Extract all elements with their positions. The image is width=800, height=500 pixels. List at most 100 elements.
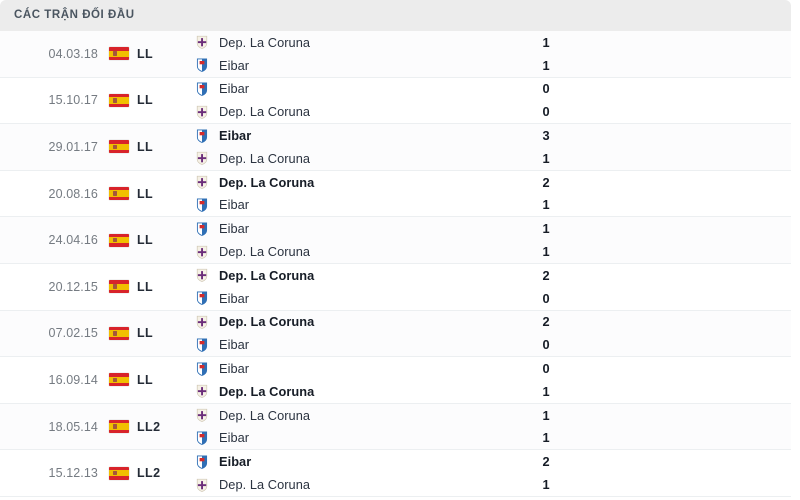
eibar-crest-icon [194,454,210,470]
match-row[interactable]: 20.12.15 LL Dep. La Coruna Eibar 2 0 [0,263,791,311]
league-cell[interactable]: LL [103,217,190,263]
match-row[interactable]: 29.01.17 LL Eibar Dep. La Coruna 3 1 [0,124,791,171]
team-line[interactable]: Dep. La Coruna [194,311,466,334]
match-row[interactable]: 15.12.13 LL2 Eibar Dep. La Coruna 2 1 [0,450,791,497]
match-date: 20.12.15 [48,279,98,294]
spain-flag-icon [109,140,129,154]
match-row[interactable]: 20.08.16 LL Dep. La Coruna Eibar 2 1 [0,170,791,218]
team-line[interactable]: Dep. La Coruna [194,31,466,54]
team-line[interactable]: Eibar [194,287,466,310]
team-line[interactable]: Dep. La Coruna [194,100,466,123]
score-line: 2 [466,171,626,194]
match-row[interactable]: 04.03.18 LL Dep. La Coruna Eibar 1 1 [0,31,791,78]
team-line[interactable]: Eibar [194,194,466,217]
match-row[interactable]: 07.02.15 LL Dep. La Coruna Eibar 2 0 [0,310,791,358]
team-name: Dep. La Coruna [219,407,311,423]
team-line[interactable]: Dep. La Coruna [194,404,466,427]
league-cell[interactable]: LL [103,311,190,357]
league-cell[interactable]: LL [103,78,190,124]
team-line[interactable]: Eibar [194,124,466,147]
team-line[interactable]: Eibar [194,78,466,101]
teams-cell: Dep. La Coruna Eibar [190,264,466,310]
eibar-crest-icon [194,361,210,377]
match-row[interactable]: 18.05.14 LL2 Dep. La Coruna Eibar 1 1 [0,403,791,451]
league-cell[interactable]: LL [103,124,190,170]
score-value: 1 [542,244,550,260]
score-line: 1 [466,473,626,496]
score-value: 0 [542,337,550,353]
team-line[interactable]: Eibar [194,54,466,77]
league-cell[interactable]: LL [103,264,190,310]
row-spacer [626,78,791,124]
eibar-crest-icon [194,81,210,97]
team-name: Dep. La Coruna [219,244,311,260]
row-spacer [626,31,791,77]
deportivo-la-coruna-crest-icon [194,267,210,283]
row-spacer [626,217,791,263]
spain-flag-icon [109,420,129,434]
page-title: CÁC TRẬN ĐỐI ĐẦU [14,8,135,21]
team-line[interactable]: Dep. La Coruna [194,240,466,263]
team-name: Dep. La Coruna [219,104,311,120]
team-name: Eibar [219,337,250,353]
deportivo-la-coruna-crest-icon [194,383,210,399]
team-line[interactable]: Eibar [194,450,466,473]
teams-cell: Dep. La Coruna Eibar [190,171,466,217]
league-cell[interactable]: LL [103,171,190,217]
score-line: 1 [466,240,626,263]
match-date-cell: 04.03.18 [0,31,103,77]
team-line[interactable]: Dep. La Coruna [194,264,466,287]
score-line: 1 [466,194,626,217]
score-line: 1 [466,427,626,450]
score-value: 1 [542,34,550,50]
team-line[interactable]: Eibar [194,217,466,240]
score-value: 0 [542,290,550,306]
score-line: 1 [466,404,626,427]
team-line[interactable]: Dep. La Coruna [194,147,466,170]
team-line[interactable]: Eibar [194,333,466,356]
team-name: Eibar [219,221,250,237]
team-line[interactable]: Eibar [194,427,466,450]
match-row[interactable]: 16.09.14 LL Eibar Dep. La Coruna 0 1 [0,357,791,404]
team-name: Eibar [219,290,250,306]
score-value: 1 [542,383,550,399]
score-line: 2 [466,450,626,473]
deportivo-la-coruna-crest-icon [194,150,210,166]
panel-header: CÁC TRẬN ĐỐI ĐẦU [0,0,791,31]
spain-flag-icon [109,280,129,294]
eibar-crest-icon [194,290,210,306]
team-name: Eibar [219,128,252,144]
team-line[interactable]: Eibar [194,357,466,380]
score-line: 3 [466,124,626,147]
match-row[interactable]: 15.10.17 LL Eibar Dep. La Coruna 0 0 [0,77,791,125]
team-line[interactable]: Dep. La Coruna [194,473,466,496]
match-date: 20.08.16 [48,186,98,201]
team-line[interactable]: Dep. La Coruna [194,171,466,194]
match-row[interactable]: 24.04.16 LL Eibar Dep. La Coruna 1 1 [0,217,791,264]
score-line: 1 [466,380,626,403]
team-name: Dep. La Coruna [219,383,315,399]
team-line[interactable]: Dep. La Coruna [194,380,466,403]
team-name: Eibar [219,197,250,213]
league-cell[interactable]: LL2 [103,450,190,496]
match-list: 04.03.18 LL Dep. La Coruna Eibar 1 1 15.10.17 L… [0,31,791,497]
row-spacer [626,171,791,217]
eibar-crest-icon [194,337,210,353]
match-date: 15.12.13 [48,466,98,481]
score-value: 0 [542,81,550,97]
deportivo-la-coruna-crest-icon [194,477,210,493]
spain-flag-icon [109,47,129,61]
score-line: 1 [466,147,626,170]
league-cell[interactable]: LL [103,31,190,77]
league-cell[interactable]: LL [103,357,190,403]
deportivo-la-coruna-crest-icon [194,174,210,190]
league-code: LL [137,46,154,61]
spain-flag-icon [109,326,129,340]
score-line: 1 [466,217,626,240]
league-cell[interactable]: LL2 [103,404,190,450]
